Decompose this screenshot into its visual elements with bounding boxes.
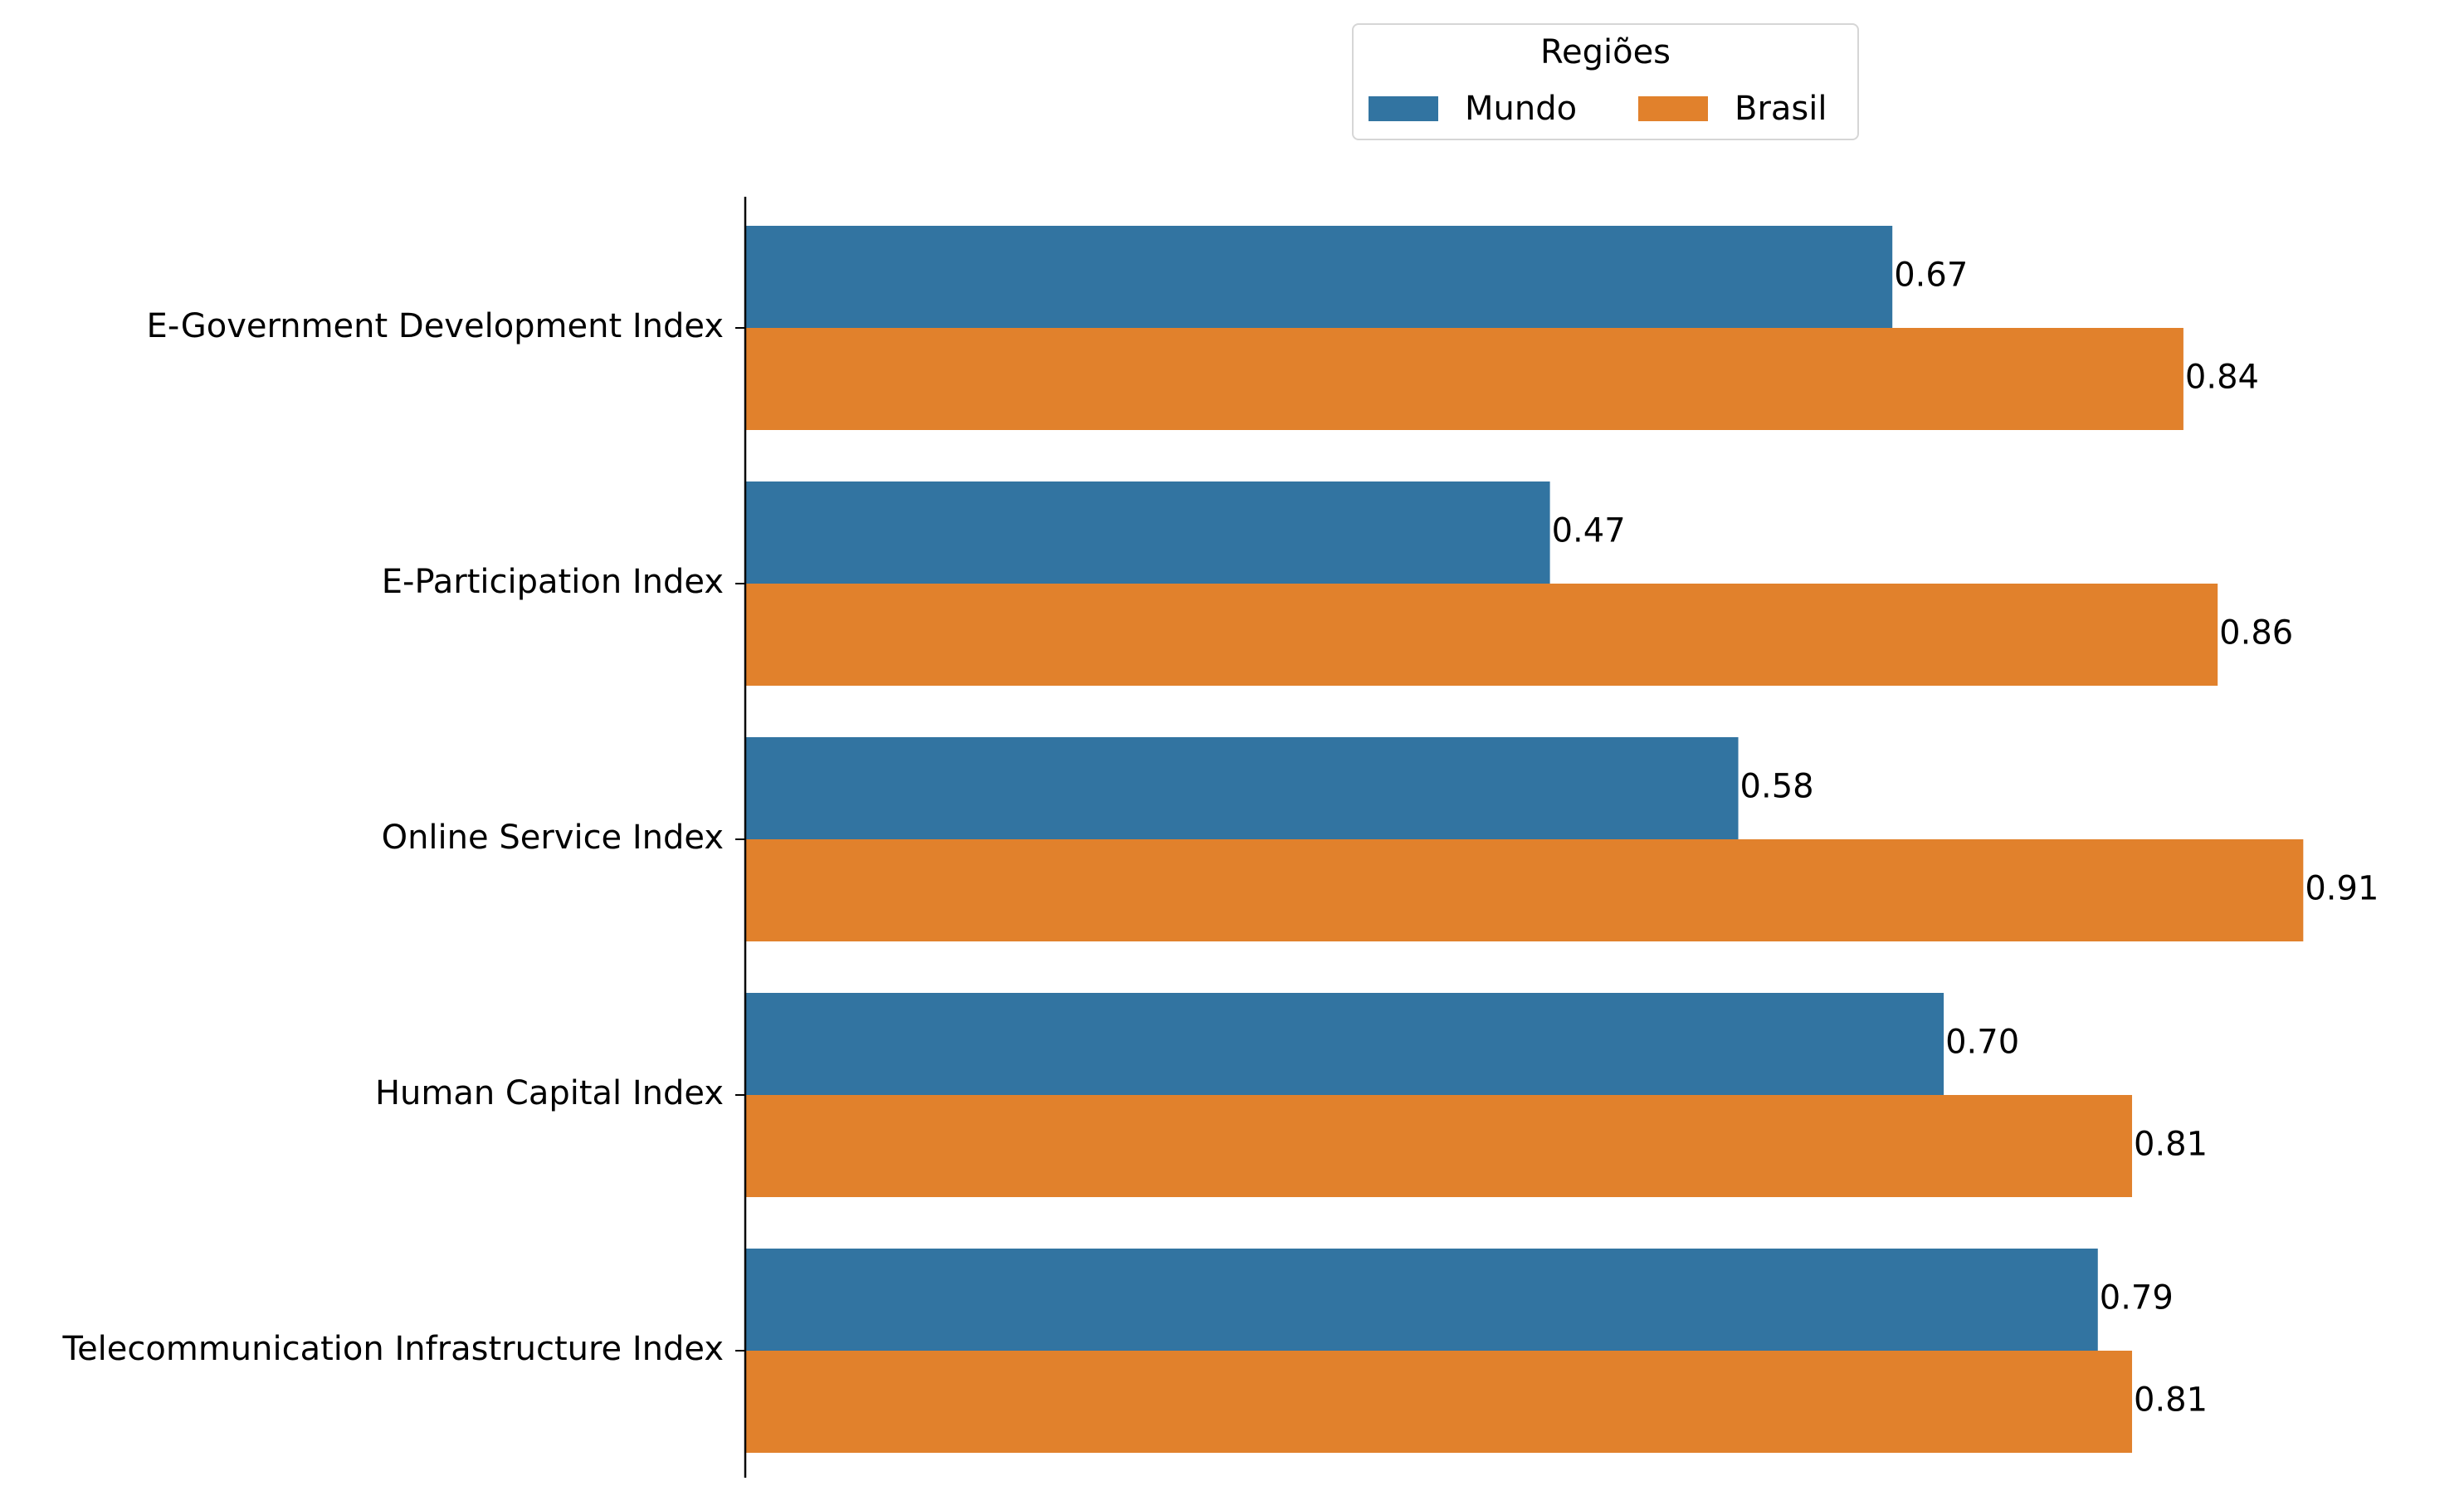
y-tick-label-4: Telecommunication Infrastructure Index — [61, 1330, 724, 1368]
data-label-mundo-3: 0.70 — [1945, 1024, 2019, 1062]
data-label-mundo-4: 0.79 — [2100, 1279, 2174, 1317]
bar-brasil-3 — [745, 1095, 2133, 1197]
y-tick-label-2: Online Service Index — [382, 819, 724, 857]
bar-mundo-2 — [745, 737, 1739, 839]
bar-brasil-2 — [745, 839, 2304, 941]
legend-label-mundo: Mundo — [1465, 90, 1578, 128]
data-label-mundo-1: 0.47 — [1552, 512, 1626, 550]
y-tick-label-1: E-Participation Index — [382, 563, 724, 601]
bar-mundo-4 — [745, 1249, 2098, 1351]
bar-brasil-0 — [745, 328, 2183, 430]
data-label-mundo-2: 0.58 — [1740, 768, 1814, 806]
bar-mundo-0 — [745, 226, 1893, 328]
bar-mundo-1 — [745, 481, 1550, 584]
data-label-brasil-0: 0.84 — [2185, 359, 2259, 397]
bar-brasil-1 — [745, 584, 2218, 686]
legend-swatch-brasil — [1638, 96, 1708, 121]
legend: Regiões Mundo Brasil — [1352, 23, 1859, 140]
legend-swatch-mundo — [1369, 96, 1438, 121]
bar-mundo-3 — [745, 993, 1944, 1095]
legend-title: Regiões — [1539, 33, 1671, 71]
data-label-brasil-2: 0.91 — [2305, 870, 2379, 908]
data-label-mundo-0: 0.67 — [1894, 257, 1968, 295]
data-label-brasil-1: 0.86 — [2219, 614, 2293, 653]
data-label-brasil-3: 0.81 — [2134, 1126, 2208, 1164]
y-tick-label-3: Human Capital Index — [375, 1074, 724, 1112]
data-label-brasil-4: 0.81 — [2134, 1381, 2208, 1420]
bar-brasil-4 — [745, 1351, 2133, 1453]
legend-label-brasil: Brasil — [1735, 90, 1827, 128]
legend-item-mundo: Mundo — [1369, 88, 1577, 130]
legend-item-brasil: Brasil — [1638, 88, 1827, 130]
y-tick-label-0: E-Government Development Index — [147, 307, 724, 345]
